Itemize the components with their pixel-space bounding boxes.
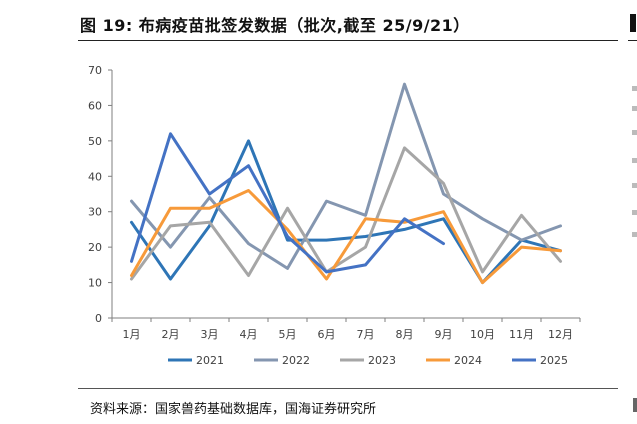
series-line-2025 (130, 132, 445, 274)
y-tick-label: 10 (88, 277, 102, 290)
y-tick-label: 60 (88, 99, 102, 112)
side-cropped-mark (632, 232, 637, 237)
x-tick-label: 2月 (162, 328, 180, 341)
x-tick-label: 11月 (509, 328, 534, 341)
x-tick-label: 12月 (548, 328, 573, 341)
side-cropped-mark (632, 130, 637, 135)
x-tick-label: 1月 (123, 328, 141, 341)
x-tick-label: 5月 (279, 328, 297, 341)
y-tick-label: 40 (88, 170, 102, 183)
legend-label-2022: 2022 (282, 354, 310, 367)
x-tick-label: 3月 (201, 328, 219, 341)
x-tick-label: 10月 (470, 328, 495, 341)
line-chart: 0 10 20 30 40 50 60 70 1月 2月 3月 4月 5月 6月 7月 8月 9月 10月 11月 1… (88, 64, 581, 367)
y-tick-label: 50 (88, 135, 102, 148)
x-tick-label: 7月 (357, 328, 375, 341)
legend-label-2023: 2023 (368, 354, 396, 367)
source-divider (78, 388, 618, 389)
side-cropped-mark (632, 210, 637, 215)
legend-label-2025: 2025 (540, 354, 568, 367)
legend-label-2024: 2024 (454, 354, 482, 367)
y-tick-label: 30 (88, 206, 102, 219)
side-cropped-mark (632, 158, 637, 163)
side-cropped-mark (632, 86, 637, 91)
series-line-2023 (130, 146, 562, 281)
side-cropped-mark (632, 106, 637, 111)
chart-axes: 0 10 20 30 40 50 60 70 1月 2月 3月 4月 5月 6月 7月 8月 9月 10月 11月 1… (88, 64, 581, 341)
side-divider (628, 40, 637, 41)
y-tick-label: 20 (88, 241, 102, 254)
series-line-2022 (130, 82, 562, 270)
x-tick-label: 8月 (396, 328, 414, 341)
x-tick-label: 4月 (240, 328, 258, 341)
source-note: 资料来源：国家兽药基础数据库，国海证券研究所 (90, 402, 377, 417)
x-tick-label: 9月 (435, 328, 453, 341)
series-layer (130, 82, 562, 285)
legend-label-2021: 2021 (196, 354, 224, 367)
side-cropped-mark (633, 398, 637, 412)
x-tick-label: 6月 (318, 328, 336, 341)
side-cropped-mark (632, 183, 637, 188)
series-line-2021 (130, 139, 562, 285)
y-tick-label: 0 (95, 312, 102, 325)
y-tick-label: 70 (88, 64, 102, 77)
side-cropped-glyph (630, 14, 636, 32)
series-line-2024 (130, 189, 562, 285)
figure-title: 图 19: 布病疫苗批签发数据（批次,截至 25/9/21） (80, 16, 470, 35)
chart-legend: 2021 2022 2023 2024 2025 (168, 354, 568, 367)
title-divider (78, 40, 618, 41)
